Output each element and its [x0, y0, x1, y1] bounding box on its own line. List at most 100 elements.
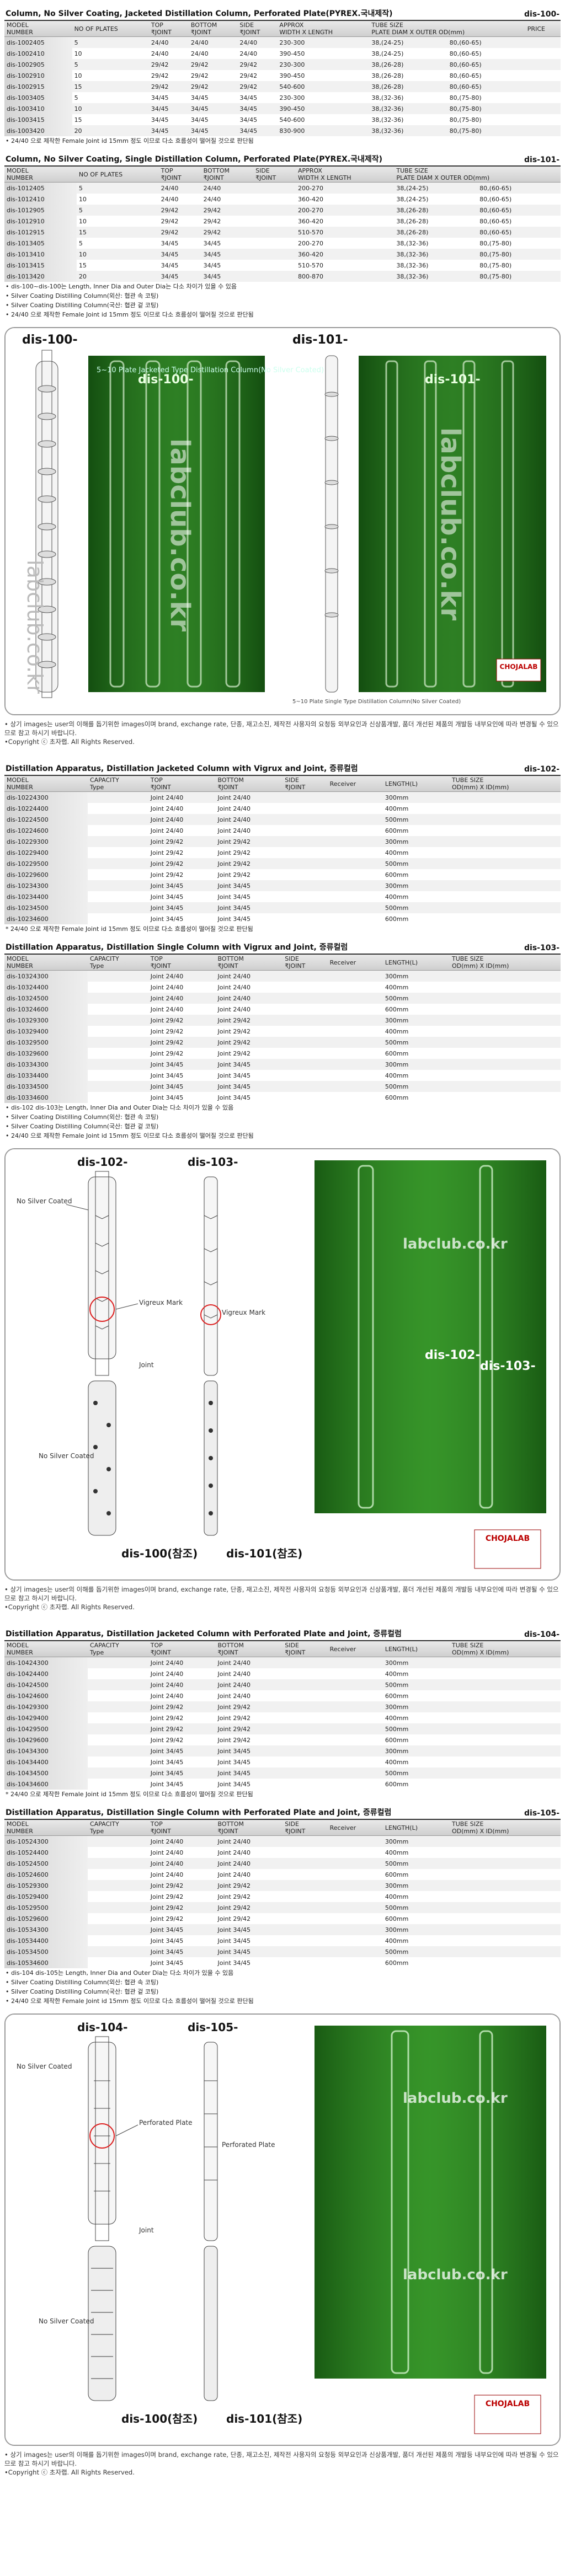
table-cell: dis-10529300: [4, 1880, 88, 1891]
table-row: dis-10329500 Joint 29/42 Joint 29/42 500mm: [4, 1037, 561, 1048]
table-cell: 80,(60-65): [447, 59, 525, 70]
empty-cell: [88, 1745, 148, 1756]
table-cell: 500mm: [382, 858, 450, 869]
empty-cell: [253, 205, 296, 216]
empty-cell: [253, 227, 296, 238]
price-cell: [525, 36, 561, 48]
table-row: dis-10529400 Joint 29/42 Joint 29/42 400mm: [4, 1891, 561, 1902]
empty-cell: [450, 1880, 561, 1891]
table-cell: Joint 29/42: [150, 849, 184, 856]
callout: Perforated Plate: [139, 2119, 193, 2127]
table-cell: Joint 24/40: [217, 1005, 251, 1013]
empty-cell: [450, 1835, 561, 1847]
table-cell: 300mm: [382, 1059, 450, 1070]
table-cell: dis-10329400: [4, 1026, 88, 1037]
table-cell: dis-10234300: [4, 880, 88, 891]
empty-cell: [88, 891, 148, 902]
empty-cell: [327, 1037, 383, 1048]
table-cell: 38,(32-36): [371, 116, 404, 124]
empty-cell: [450, 993, 561, 1004]
table-cell: 400mm: [385, 1027, 409, 1035]
table-cell: 24/40: [151, 50, 169, 57]
group: Column, No Silver Coating, Jacketed Dist…: [4, 8, 561, 746]
table-cell: 400mm: [385, 893, 409, 901]
empty-cell: [282, 1835, 328, 1847]
empty-cell: [282, 1059, 328, 1070]
column-header: Receiver: [327, 1641, 383, 1657]
table-cell: dis-10334500: [4, 1081, 88, 1092]
table-cell: Joint 29/42: [215, 1037, 283, 1048]
table-cell: 80,(75-80): [479, 261, 512, 269]
empty-cell: [450, 1657, 561, 1668]
table-cell: dis-10324300: [4, 970, 88, 982]
empty-cell: [327, 1880, 383, 1891]
table-cell: dis-10434500: [4, 1768, 88, 1779]
table-cell: dis-10424500: [4, 1679, 88, 1690]
column-header: LENGTH(L): [382, 1820, 450, 1836]
table-cell: dis-1012910: [4, 216, 77, 227]
empty-cell: [328, 847, 383, 858]
watermark: labclub.co.kr: [23, 560, 47, 694]
table-row: dis-10229600 Joint 29/42 Joint 29/42 600mm: [4, 869, 561, 880]
empty-cell: [88, 1026, 148, 1037]
table-cell: 500mm: [382, 814, 450, 825]
table-cell: 300mm: [382, 1701, 450, 1712]
table-cell: dis-1002405: [4, 36, 72, 48]
table-cell: 400mm: [385, 1072, 409, 1079]
empty-cell: [327, 1059, 383, 1070]
empty-cell: [450, 1723, 561, 1734]
table-cell: Joint 24/40: [148, 814, 216, 825]
empty-cell: [328, 1070, 383, 1081]
empty-cell: [450, 1847, 561, 1858]
price-cell: [525, 59, 561, 70]
table-row: dis-10324400 Joint 24/40 Joint 24/40 400mm: [4, 982, 561, 993]
table-cell: 80,(75-80): [447, 103, 525, 114]
watermark: labclub.co.kr: [435, 427, 466, 620]
price-header: PRICE: [525, 21, 561, 37]
column-header: TUBE SIZE OD(mm) X ID(mm): [450, 955, 561, 971]
empty-cell: [282, 1081, 328, 1092]
empty-cell: [282, 1701, 328, 1712]
empty-cell: [327, 1946, 383, 1957]
table-cell: Joint 24/40: [148, 970, 216, 982]
empty-cell: [327, 1723, 383, 1734]
empty-cell: [328, 913, 383, 924]
table-row: dis-10424600 Joint 24/40 Joint 24/40 600mm: [4, 1690, 561, 1701]
table-cell: 34/45: [188, 125, 238, 136]
empty-cell: [327, 1835, 383, 1847]
empty-cell: [282, 1004, 327, 1015]
table-cell: dis-10524500: [4, 1858, 88, 1869]
table-cell: Joint 29/42: [215, 1902, 283, 1913]
table-row: dis-1003420 20 34/45 34/45 34/45 830-900 38,(3…: [4, 125, 561, 136]
table-row: dis-10324600 Joint 24/40 Joint 24/40 600mm: [4, 1004, 561, 1015]
empty-cell: [282, 1070, 327, 1081]
table-cell: 34/45: [237, 103, 278, 114]
empty-cell: [282, 1723, 328, 1734]
price-cell: [525, 125, 561, 136]
section-title: Distillation Apparatus, Distillation Sin…: [6, 1808, 392, 1817]
empty-cell: [450, 1701, 561, 1712]
empty-cell: [88, 1723, 148, 1734]
empty-cell: [282, 1880, 328, 1891]
empty-cell: [282, 814, 328, 825]
table-row: dis-10434400 Joint 34/45 Joint 34/45 400mm: [4, 1756, 561, 1768]
group: Distillation Apparatus, Distillation Jac…: [4, 1628, 561, 2477]
table-row: dis-1012405 5 24/40 24/40 200-270 38,(24-25) 8…: [4, 182, 561, 194]
empty-cell: [450, 1935, 561, 1946]
table-row: dis-10524500 Joint 24/40 Joint 24/40 500mm: [4, 1858, 561, 1869]
table-cell: Joint 29/42: [217, 1893, 251, 1900]
table-cell: 34/45: [158, 271, 201, 282]
figure-label: dis-104-: [77, 2021, 127, 2034]
empty-cell: [327, 1745, 383, 1756]
table-cell: dis-1002905: [4, 59, 72, 70]
column-header: SIDE ₹JOINT: [282, 1820, 328, 1836]
table-cell: dis-1012405: [4, 182, 77, 194]
empty-cell: [450, 1026, 561, 1037]
empty-cell: [450, 858, 561, 869]
empty-cell: [450, 1679, 561, 1690]
empty-cell: [327, 970, 383, 982]
empty-cell: [328, 825, 383, 836]
empty-cell: [327, 1679, 383, 1690]
table-cell: 500mm: [382, 1902, 450, 1913]
table-row: dis-1013415 15 34/45 34/45 510-570 38,(32-36)…: [4, 260, 561, 271]
